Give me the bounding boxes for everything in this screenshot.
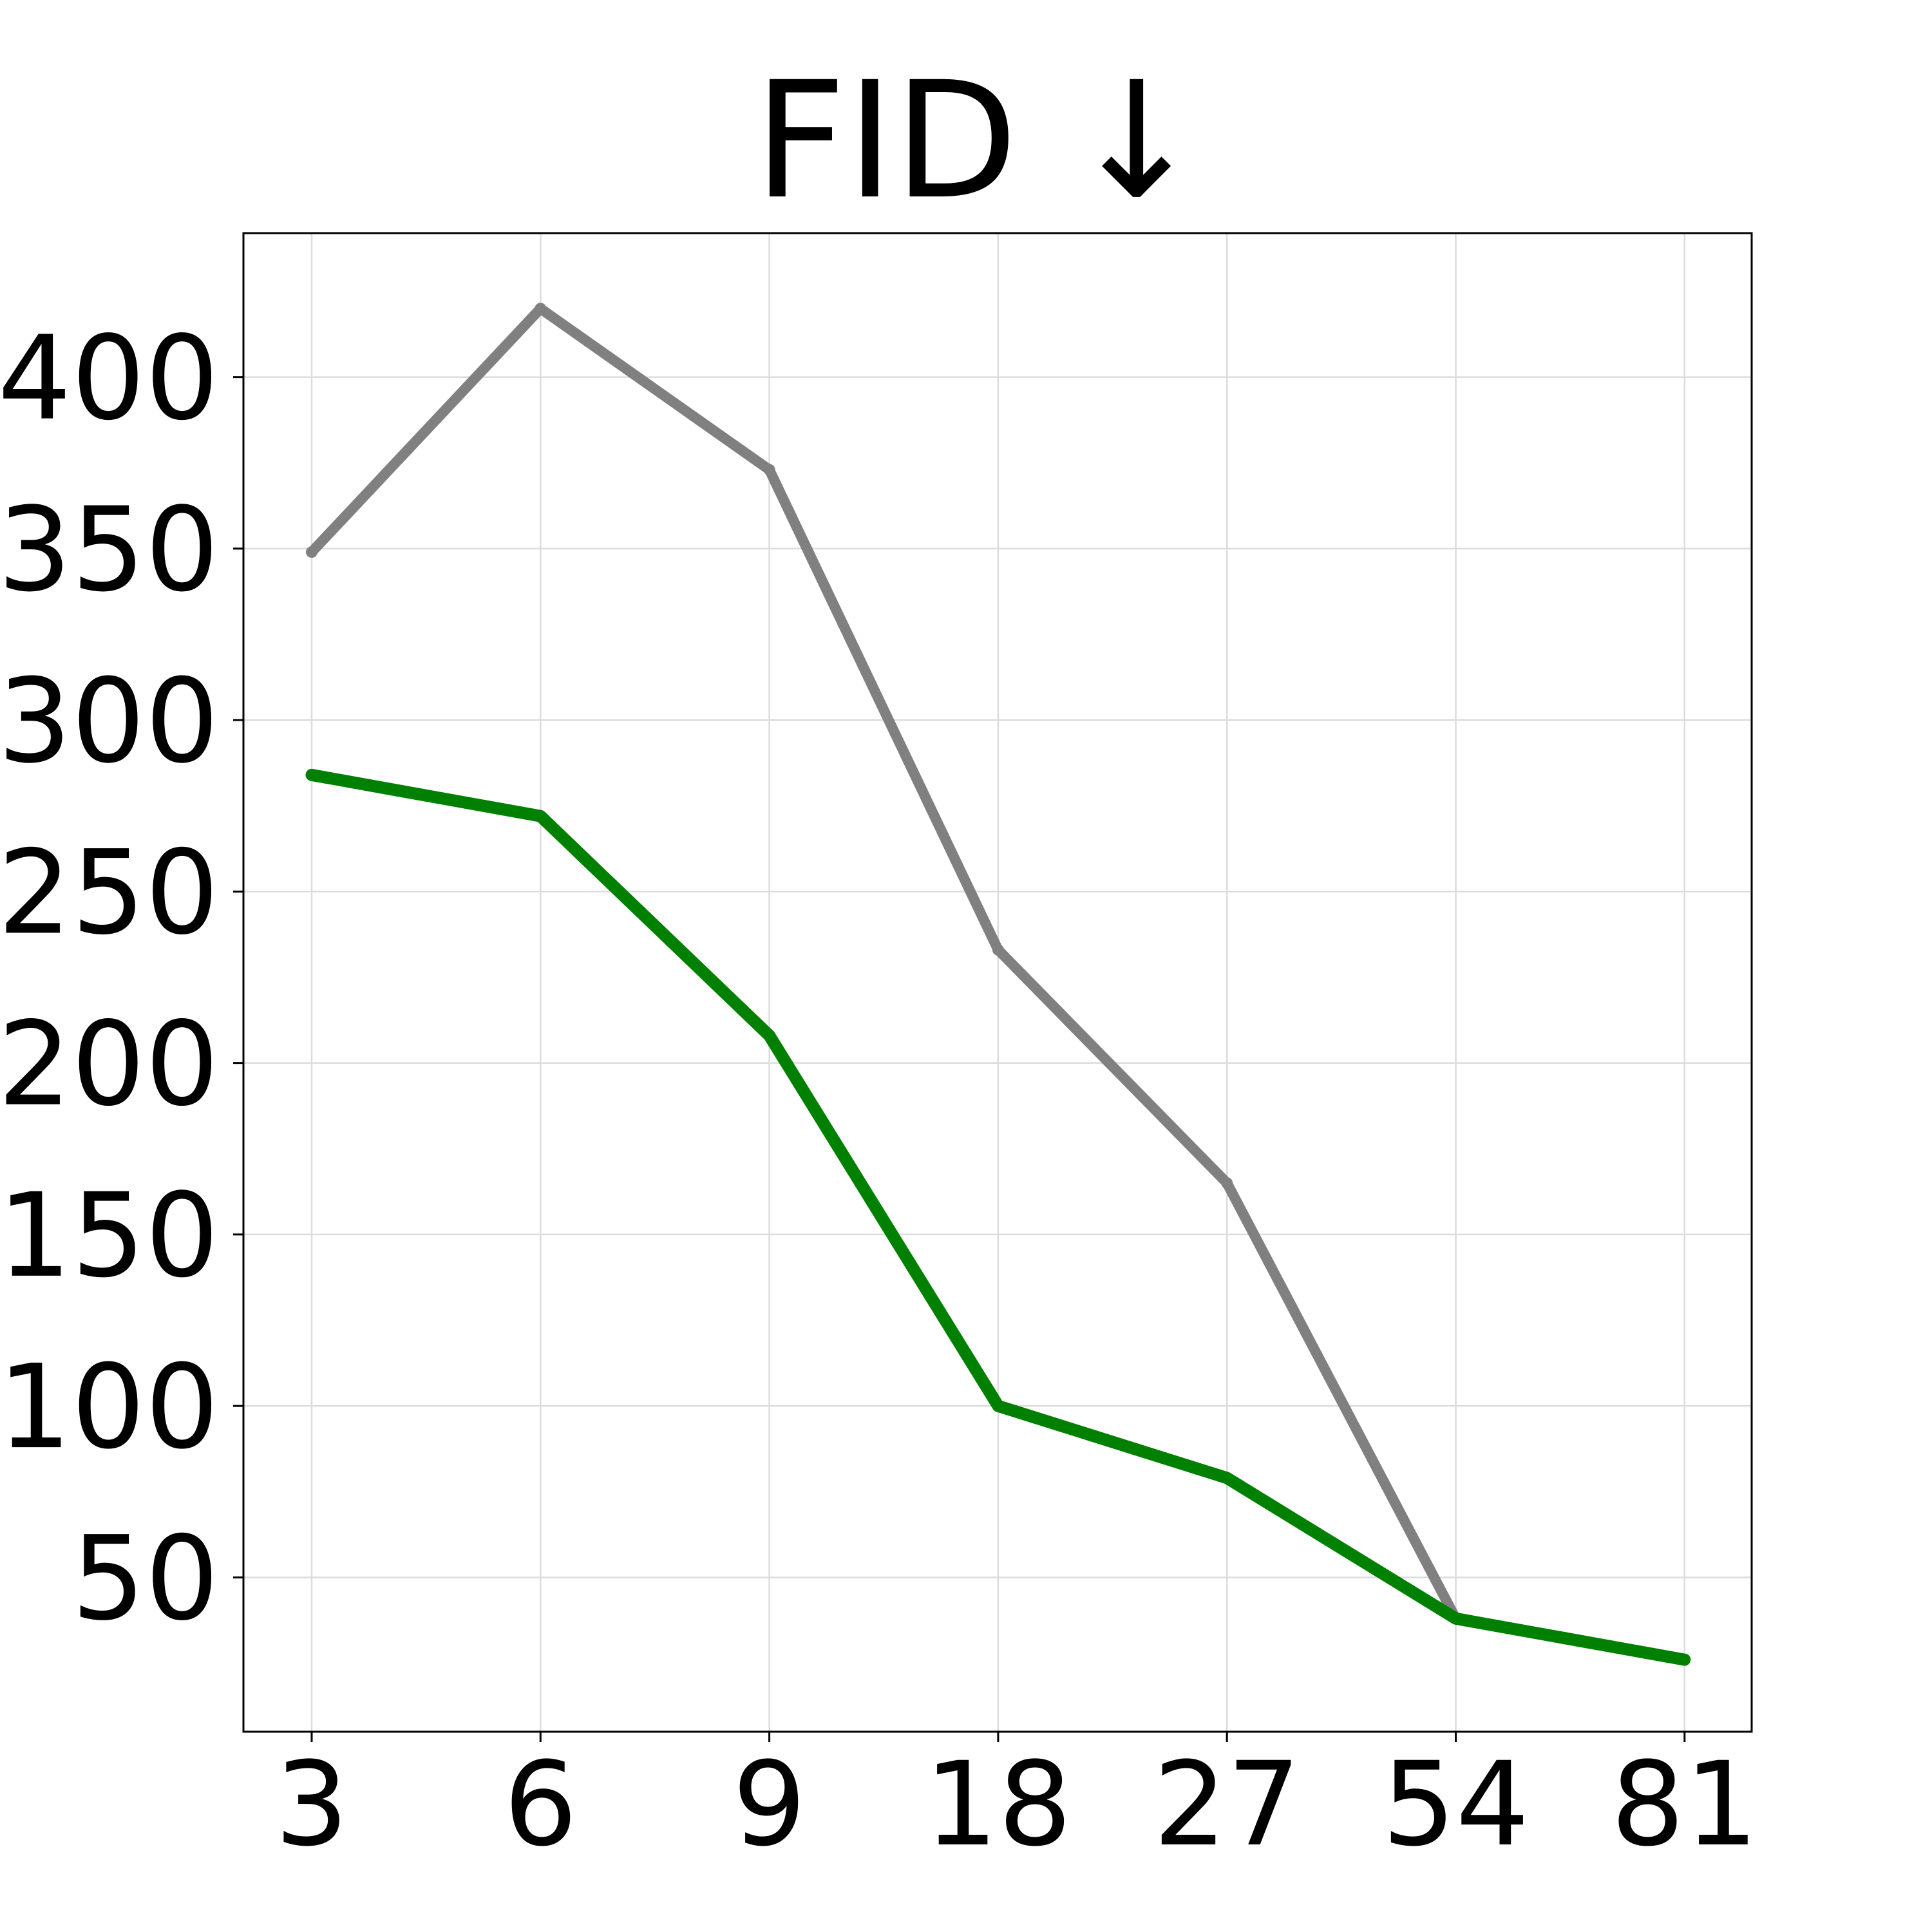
axis-ticks: 3 6 9 18 27 54 81 50 100 150 200 250 300 350 400: [0, 312, 1758, 1872]
series-2-point: [306, 769, 317, 781]
y-tick-label: 400: [0, 312, 219, 446]
grid-lines: [243, 233, 1752, 1732]
y-tick-label: 50: [71, 1511, 219, 1646]
x-tick-label: 3: [275, 1738, 349, 1872]
series-2-point: [992, 1400, 1004, 1412]
x-tick-label: 54: [1382, 1738, 1530, 1872]
y-tick-label: 300: [0, 654, 219, 789]
x-tick-label: 18: [924, 1738, 1072, 1872]
series-1-point: [763, 464, 775, 476]
plot-frame: [242, 232, 1753, 1733]
series-2-point: [535, 810, 547, 822]
series-2-point: [1678, 1654, 1690, 1666]
series-lines: [305, 303, 1691, 1666]
y-tick-label: 250: [0, 826, 219, 960]
y-tick-label: 200: [0, 998, 219, 1132]
chart-title: FID ↓: [754, 47, 1204, 234]
x-tick-label: 27: [1153, 1738, 1301, 1872]
series-2-point: [763, 1030, 775, 1042]
x-tick-label: 81: [1611, 1738, 1758, 1872]
y-tick-label: 150: [0, 1169, 219, 1303]
series-1-point: [535, 303, 547, 315]
series-1-point: [992, 943, 1004, 956]
series-2-point: [1450, 1613, 1462, 1625]
y-tick-label: 350: [0, 483, 219, 618]
x-tick-label: 6: [504, 1738, 578, 1872]
y-tick-label: 100: [0, 1340, 219, 1475]
series-1-point: [1221, 1177, 1233, 1189]
series-2-point: [1221, 1472, 1233, 1484]
series-1-point: [306, 546, 317, 558]
x-tick-label: 9: [732, 1738, 806, 1872]
